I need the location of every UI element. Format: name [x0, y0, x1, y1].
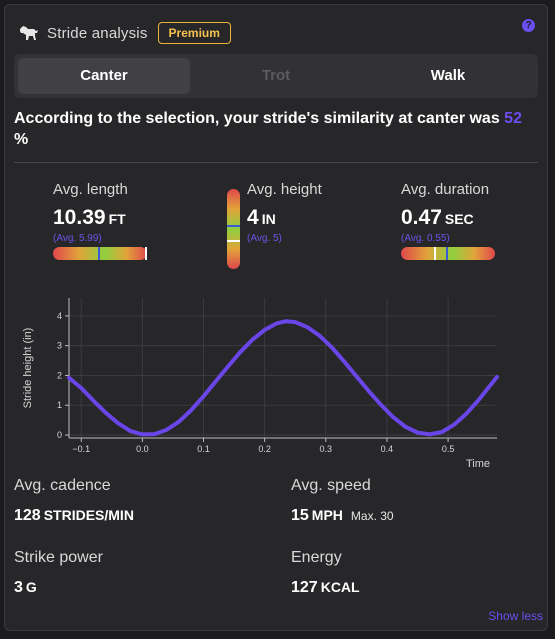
tab-walk[interactable]: Walk [430, 67, 466, 84]
stat-energy-label: Energy [291, 549, 342, 566]
gait-tabs: Canter Trot Walk [14, 54, 538, 98]
metric-length-number: 10.39 [53, 206, 106, 229]
x-tick-label: 0.2 [258, 444, 271, 454]
metric-height: Avg. height 4 IN (Avg. 5) [247, 181, 322, 244]
metric-duration-number: 0.47 [401, 206, 442, 229]
metric-length-unit: FT [108, 211, 126, 227]
chart-xlabel: Time [466, 458, 490, 470]
premium-badge: Premium [157, 22, 231, 44]
stat-power-label: Strike power [14, 549, 103, 566]
metric-duration: Avg. duration 0.47 SEC (Avg. 0.55) [401, 181, 495, 260]
duration-value-marker [434, 247, 436, 260]
duration-avg-marker [446, 247, 448, 260]
stat-speed: Avg. speed 15 MPH Max. 30 [291, 477, 394, 525]
card-header: Stride analysis Premium [17, 21, 231, 45]
stat-energy: Energy 127 KCAL [291, 549, 360, 597]
stat-power-unit: G [25, 579, 37, 595]
chart-grid [69, 298, 497, 438]
metric-height-value: 4 IN [247, 206, 322, 230]
x-tick-label: 0.3 [320, 444, 333, 454]
stat-energy-unit: KCAL [320, 579, 360, 595]
stride-height-chart: −0.1 0.0 0.1 0.2 0.3 0.4 0.5 0 1 2 3 4 Stride heigh… [22, 298, 499, 470]
x-tick-label: −0.1 [72, 444, 90, 454]
duration-range-bar [401, 247, 495, 260]
x-tick-label: 0.0 [136, 444, 149, 454]
horse-icon [20, 26, 38, 40]
y-tick-label: 3 [57, 341, 62, 351]
similarity-text: According to the selection, your stride'… [14, 110, 505, 127]
stat-cadence-label: Avg. cadence [14, 477, 111, 494]
height-value-marker [227, 240, 240, 242]
stat-energy-value: 127 KCAL [291, 579, 360, 597]
y-tick-label: 0 [57, 430, 62, 440]
stat-speed-label: Avg. speed [291, 477, 371, 494]
stat-speed-number: 15 [291, 507, 309, 524]
stat-power-number: 3 [14, 579, 23, 596]
stat-cadence-value: 128 STRIDES/MIN [14, 507, 134, 525]
series-line [67, 319, 499, 437]
metric-height-unit: IN [261, 211, 276, 227]
stat-speed-value: 15 MPH Max. 30 [291, 507, 394, 525]
height-range-bar [227, 189, 240, 269]
chart-axes: −0.1 0.0 0.1 0.2 0.3 0.4 0.5 0 1 2 3 4 [57, 298, 497, 454]
metric-height-number: 4 [247, 206, 259, 229]
stat-speed-max: Max. 30 [350, 509, 394, 523]
y-tick-label: 1 [57, 400, 62, 410]
metric-length-avg: (Avg. 5.99) [53, 233, 102, 244]
tab-trot[interactable]: Trot [261, 67, 291, 84]
length-value-marker [145, 247, 147, 260]
metric-length-label: Avg. length [53, 181, 128, 198]
stat-cadence: Avg. cadence 128 STRIDES/MIN [14, 477, 134, 525]
length-range-bar [53, 247, 147, 260]
metric-duration-value: 0.47 SEC [401, 206, 495, 230]
metric-length-value: 10.39 FT [53, 206, 147, 230]
x-tick-label: 0.1 [197, 444, 210, 454]
stride-analysis-card: Stride analysis Premium ? Canter Trot Wa… [4, 4, 548, 631]
similarity-statement: According to the selection, your stride'… [14, 108, 534, 150]
divider [14, 162, 538, 163]
card-title: Stride analysis [47, 24, 148, 42]
stat-energy-number: 127 [291, 579, 318, 596]
metric-duration-label: Avg. duration [401, 181, 490, 198]
metric-height-label: Avg. height [247, 181, 322, 198]
y-tick-label: 4 [57, 311, 62, 321]
stat-speed-unit: MPH [311, 507, 343, 523]
height-avg-marker [227, 225, 240, 227]
stat-cadence-unit: STRIDES/MIN [43, 507, 134, 523]
similarity-percent-suffix: % [14, 131, 29, 148]
metric-height-avg: (Avg. 5) [247, 233, 282, 244]
tab-canter[interactable]: Canter [18, 58, 190, 94]
help-icon[interactable]: ? [522, 19, 535, 32]
stat-cadence-number: 128 [14, 507, 41, 524]
length-avg-marker [98, 247, 100, 260]
chart-ylabel: Stride height (in) [22, 328, 34, 409]
metric-length: Avg. length 10.39 FT (Avg. 5.99) [53, 181, 147, 260]
show-less-link[interactable]: Show less [488, 609, 543, 623]
x-tick-label: 0.5 [442, 444, 455, 454]
y-tick-label: 2 [57, 370, 62, 380]
x-tick-label: 0.4 [381, 444, 394, 454]
similarity-percent: 52 [504, 110, 522, 127]
metric-duration-avg: (Avg. 0.55) [401, 233, 450, 244]
metric-duration-unit: SEC [444, 211, 474, 227]
